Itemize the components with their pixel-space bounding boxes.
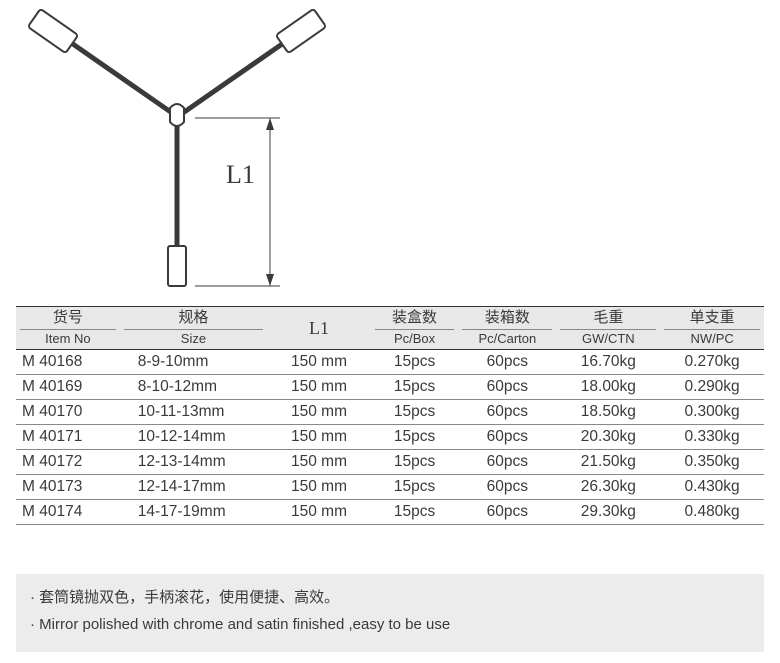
table-row: M 4017312-14-17mm150 mm15pcs60pcs26.30kg… (16, 475, 764, 500)
column-header: 规格Size (120, 307, 267, 350)
table-cell: 8-10-12mm (120, 375, 267, 400)
column-header: 装箱数Pc/Carton (458, 307, 556, 350)
table-row: M 4017110-12-14mm150 mm15pcs60pcs20.30kg… (16, 425, 764, 450)
table-cell: 15pcs (371, 450, 458, 475)
table-cell: 150 mm (267, 400, 371, 425)
table-cell: 0.430kg (660, 475, 764, 500)
notes-box: · 套筒镜抛双色，手柄滚花，使用便捷、高效。 · Mirror polished… (16, 574, 764, 652)
table-cell: 0.270kg (660, 350, 764, 375)
table-cell: 0.290kg (660, 375, 764, 400)
table-row: M 4017212-13-14mm150 mm15pcs60pcs21.50kg… (16, 450, 764, 475)
table-cell: 15pcs (371, 375, 458, 400)
y-socket-drawing (0, 0, 380, 300)
table-cell: 150 mm (267, 375, 371, 400)
table-row: M 4017010-11-13mm150 mm15pcs60pcs18.50kg… (16, 400, 764, 425)
table-cell: 20.30kg (556, 425, 660, 450)
table-cell: 26.30kg (556, 475, 660, 500)
table-cell: 150 mm (267, 425, 371, 450)
table-cell: 15pcs (371, 475, 458, 500)
table-cell: 60pcs (458, 375, 556, 400)
table-cell: 15pcs (371, 350, 458, 375)
table-cell: 150 mm (267, 500, 371, 525)
table-cell: 0.350kg (660, 450, 764, 475)
table-cell: 0.480kg (660, 500, 764, 525)
table-cell: M 40170 (16, 400, 120, 425)
product-diagram: L1 (0, 0, 780, 300)
table-row: M 4017414-17-19mm150 mm15pcs60pcs29.30kg… (16, 500, 764, 525)
spec-table: 货号Item No规格SizeL1装盒数Pc/Box装箱数Pc/Carton毛重… (16, 306, 764, 525)
table-row: M 401698-10-12mm150 mm15pcs60pcs18.00kg0… (16, 375, 764, 400)
table-cell: 150 mm (267, 450, 371, 475)
spec-table-container: 货号Item No规格SizeL1装盒数Pc/Box装箱数Pc/Carton毛重… (16, 306, 764, 525)
table-cell: 15pcs (371, 500, 458, 525)
table-cell: 60pcs (458, 475, 556, 500)
table-cell: 10-12-14mm (120, 425, 267, 450)
table-row: M 401688-9-10mm150 mm15pcs60pcs16.70kg0.… (16, 350, 764, 375)
table-cell: 60pcs (458, 450, 556, 475)
spec-table-body: M 401688-9-10mm150 mm15pcs60pcs16.70kg0.… (16, 350, 764, 525)
table-cell: 16.70kg (556, 350, 660, 375)
table-cell: M 40174 (16, 500, 120, 525)
table-cell: 60pcs (458, 400, 556, 425)
table-cell: 15pcs (371, 400, 458, 425)
table-cell: M 40169 (16, 375, 120, 400)
table-cell: 60pcs (458, 425, 556, 450)
table-cell: 60pcs (458, 500, 556, 525)
table-cell: 8-9-10mm (120, 350, 267, 375)
table-cell: 18.50kg (556, 400, 660, 425)
spec-table-header: 货号Item No规格SizeL1装盒数Pc/Box装箱数Pc/Carton毛重… (16, 307, 764, 350)
note-line-en: · Mirror polished with chrome and satin … (30, 611, 750, 638)
column-header: 装盒数Pc/Box (371, 307, 458, 350)
table-cell: 21.50kg (556, 450, 660, 475)
column-header: 货号Item No (16, 307, 120, 350)
table-cell: 0.330kg (660, 425, 764, 450)
table-cell: M 40172 (16, 450, 120, 475)
table-cell: M 40173 (16, 475, 120, 500)
table-cell: 18.00kg (556, 375, 660, 400)
table-cell: 10-11-13mm (120, 400, 267, 425)
table-cell: 0.300kg (660, 400, 764, 425)
dimension-label-l1: L1 (226, 160, 255, 190)
table-cell: 12-13-14mm (120, 450, 267, 475)
table-cell: 60pcs (458, 350, 556, 375)
table-cell: 150 mm (267, 475, 371, 500)
table-cell: 12-14-17mm (120, 475, 267, 500)
table-cell: 14-17-19mm (120, 500, 267, 525)
table-cell: M 40168 (16, 350, 120, 375)
column-header: L1 (267, 307, 371, 350)
table-cell: 29.30kg (556, 500, 660, 525)
column-header: 毛重GW/CTN (556, 307, 660, 350)
table-cell: M 40171 (16, 425, 120, 450)
table-cell: 150 mm (267, 350, 371, 375)
column-header: 单支重NW/PC (660, 307, 764, 350)
note-line-cn: · 套筒镜抛双色，手柄滚花，使用便捷、高效。 (30, 584, 750, 611)
table-cell: 15pcs (371, 425, 458, 450)
